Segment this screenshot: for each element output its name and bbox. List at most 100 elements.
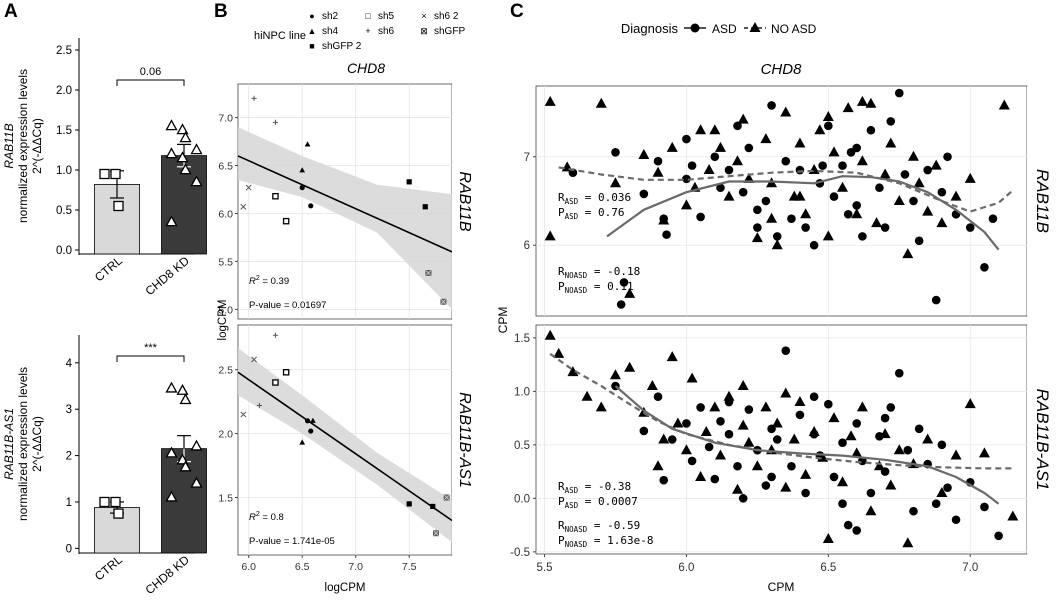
data-point-noasd: [680, 444, 692, 455]
facet-strip-label: RAB11B: [456, 171, 473, 232]
x-tick-label: CHD8 KD: [143, 552, 193, 597]
pvalue-annotation: P-value = 1.741e-05: [249, 536, 335, 547]
data-point-noasd: [732, 155, 744, 166]
data-point-asd: [659, 475, 669, 485]
data-point-asd: [809, 392, 819, 401]
stat-eq: =: [578, 191, 598, 204]
y-tick-label: 2.5: [218, 365, 233, 377]
x-tick-label: 6.0: [241, 561, 256, 573]
data-point-noasd: [595, 97, 607, 108]
data-point-asd: [866, 125, 876, 135]
data-point-asd: [829, 472, 839, 482]
data-point-noasd: [828, 146, 840, 157]
data-point-asd: [662, 230, 671, 239]
data-point-noasd: [714, 141, 726, 152]
y-tick-label: 1: [66, 497, 72, 509]
r2-sup: 2: [256, 275, 260, 282]
data-point-asd: [931, 499, 941, 509]
legend-symbol: ×: [421, 11, 426, 21]
r2-value: 0.39: [271, 276, 290, 287]
x-tick-label: CTRL: [92, 552, 125, 583]
data-point-asd: [801, 223, 810, 232]
stat-value: -0.38: [598, 480, 631, 493]
data-point-noasd: [652, 166, 664, 177]
data-point-noasd: [737, 379, 749, 390]
data-point-noasd: [936, 487, 948, 498]
data-point-noasd: [553, 347, 565, 358]
data-point: [113, 508, 124, 519]
data-point-noasd: [751, 232, 763, 243]
data-point-asd: [994, 531, 1003, 541]
facet-strip: [1027, 86, 1055, 316]
data-point-asd: [988, 214, 998, 223]
facet-B-0: 5.0 5.5 6.0 6.5 7.0 R2 = 0.39 P-value = 0.0169…: [218, 83, 476, 320]
marker-cross: [425, 270, 432, 276]
data-point-asd: [909, 506, 918, 516]
y-tick-label: 0.0: [514, 493, 530, 505]
data-point-asd: [687, 161, 697, 170]
data-point-asd: [744, 143, 754, 153]
data-point-noasd: [814, 124, 826, 135]
data-point-asd: [980, 263, 989, 272]
data-point-noasd: [873, 460, 885, 471]
y-tick-label: 6.0: [218, 208, 233, 220]
y-axis-label: 2^(-ΔΔCq): [30, 416, 44, 472]
data-point-noasd: [723, 390, 735, 401]
data-point-noasd: [902, 248, 914, 259]
data-point-asd: [761, 196, 771, 206]
data-point-asd: [667, 435, 677, 444]
y-axis-label: CPM: [496, 307, 510, 334]
data-point-noasd: [686, 372, 698, 383]
data-point-asd: [900, 170, 910, 179]
data-point-noasd: [780, 481, 792, 492]
y-tick-label: 6.5: [218, 161, 233, 173]
r2-symbol: R: [249, 276, 256, 287]
regression-line: [237, 371, 453, 522]
data-point-asd: [696, 403, 705, 412]
stat-subscript: ASD: [565, 197, 579, 206]
data-point-asd: [710, 152, 720, 162]
facet-strip: [452, 325, 476, 555]
legend-label: sh5: [378, 11, 395, 22]
data-point-noasd: [822, 110, 834, 121]
data-point-noasd: [794, 396, 806, 407]
data-point-noasd: [879, 168, 891, 179]
data-point-noasd: [950, 190, 962, 201]
data-point-noasd: [766, 212, 778, 223]
data-point-asd: [767, 472, 776, 482]
data-point: [110, 496, 121, 508]
data-point: [190, 143, 203, 155]
data-point-noasd: [703, 164, 715, 175]
significance-bracket: [116, 79, 185, 86]
smooth-curve-asd: [606, 175, 1000, 251]
y-tick-label: 1.0: [514, 386, 530, 398]
y-tick-label: 0: [66, 543, 72, 555]
data-point-asd: [824, 399, 833, 409]
stat-symbol: P: [558, 280, 565, 293]
data-point-noasd: [856, 401, 868, 412]
data-point-noasd: [624, 287, 636, 298]
r2-value: 0.8: [271, 512, 284, 523]
stat-value: 0.036: [598, 191, 631, 204]
bar-chart-A2: 0 1 2 3 4 CTRL CHD8 KD *** RAB11B-AS1 normalized …: [2, 335, 207, 597]
data-point: [176, 151, 189, 163]
data-point-asd: [818, 161, 827, 170]
stat-annotation: PNOASD = 0.11: [558, 280, 634, 295]
data-point-asd: [838, 161, 847, 170]
significance-label: ***: [144, 342, 158, 354]
data-point-asd: [838, 499, 847, 509]
r2-annotation: R2 = 0.8: [249, 511, 284, 523]
data-point-noasd: [865, 97, 877, 108]
x-tick-label: 7.0: [962, 562, 978, 574]
data-point-asd: [772, 232, 782, 241]
y-tick-label: -0.5: [510, 547, 530, 559]
data-point-noasd: [822, 230, 834, 241]
stat-eq: =: [578, 495, 598, 508]
data-point: [422, 204, 428, 210]
y-tick-label: 2.5: [56, 45, 72, 57]
data-point: [299, 184, 305, 191]
data-point-noasd: [609, 177, 621, 188]
stat-value: 1.63e-8: [607, 534, 653, 547]
data-point: [165, 381, 178, 393]
data-point-asd: [761, 481, 771, 490]
